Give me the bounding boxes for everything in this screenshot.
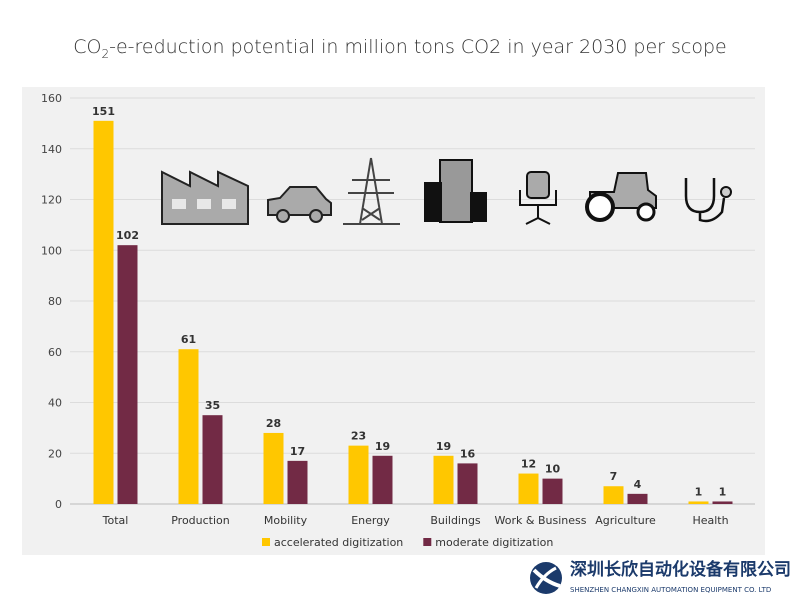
x-tick-label: Production: [171, 514, 230, 527]
y-tick-label: 100: [41, 244, 62, 257]
legend-swatch: [423, 538, 432, 546]
y-tick-label: 0: [55, 498, 62, 511]
chart-panel: [22, 87, 765, 555]
bar-accelerated: [93, 120, 114, 505]
data-label: 23: [351, 430, 366, 443]
data-label: 10: [545, 463, 561, 476]
data-label: 17: [290, 445, 305, 458]
data-label: 7: [610, 470, 618, 483]
watermark-cn: 深圳长欣自动化设备有限公司: [570, 560, 791, 580]
data-label: 4: [634, 478, 642, 491]
data-label: 28: [266, 417, 281, 430]
tractor-icon: [585, 172, 657, 222]
x-tick-label: Agriculture: [595, 514, 656, 527]
bar-accelerated: [178, 349, 199, 504]
x-tick-label: Mobility: [264, 514, 308, 527]
bar-accelerated: [518, 473, 539, 504]
car-icon: [267, 186, 332, 223]
data-label: 19: [375, 440, 390, 453]
data-label: 151: [92, 105, 115, 118]
data-label: 1: [719, 485, 727, 498]
x-tick-label: Total: [102, 514, 129, 527]
x-tick-label: Work & Business: [495, 514, 587, 527]
title-rest: -e-reduction potential in million tons C…: [109, 36, 727, 58]
data-label: 35: [205, 399, 220, 412]
y-tick-label: 40: [48, 397, 62, 410]
data-label: 1: [695, 485, 703, 498]
factory-icon: [161, 170, 249, 225]
y-tick-label: 160: [41, 92, 62, 105]
legend-label: accelerated digitization: [274, 536, 403, 549]
office-chair-icon: [519, 171, 557, 225]
company-logo-icon: [530, 562, 562, 594]
y-tick-label: 120: [41, 194, 62, 207]
title-sub: 2: [101, 46, 110, 61]
bar-accelerated: [433, 455, 454, 504]
legend-label: moderate digitization: [435, 536, 553, 549]
data-label: 61: [181, 333, 196, 346]
watermark: 深圳长欣自动化设备有限公司 SHENZHEN CHANGXIN AUTOMATI…: [528, 560, 798, 600]
stethoscope-icon: [684, 178, 732, 223]
y-tick-label: 60: [48, 346, 62, 359]
x-tick-label: Energy: [351, 514, 390, 527]
x-tick-label: Buildings: [430, 514, 481, 527]
title-main: CO: [73, 36, 102, 58]
watermark-en: SHENZHEN CHANGXIN AUTOMATION EQUIPMENT C…: [570, 586, 772, 594]
power-pylon-icon: [343, 157, 400, 225]
bar-moderate: [542, 478, 563, 504]
bar-moderate: [117, 245, 138, 505]
bar-accelerated: [603, 486, 624, 504]
legend-swatch: [262, 538, 270, 546]
data-label: 102: [116, 229, 139, 242]
buildings-icon: [424, 159, 487, 223]
bar-moderate: [627, 493, 648, 504]
y-tick-label: 20: [48, 447, 62, 460]
bar-moderate: [712, 501, 733, 504]
x-tick-label: Health: [692, 514, 728, 527]
data-label: 16: [460, 447, 476, 460]
bar-accelerated: [348, 445, 369, 504]
bar-moderate: [287, 460, 308, 504]
bar-moderate: [457, 463, 478, 504]
bar-accelerated: [263, 432, 284, 504]
data-label: 12: [521, 458, 536, 471]
bar-moderate: [372, 455, 393, 504]
chart-title: CO2-e-reduction potential in million ton…: [0, 36, 800, 61]
y-tick-label: 80: [48, 295, 62, 308]
bar-moderate: [202, 415, 223, 504]
data-label: 19: [436, 440, 451, 453]
bar-accelerated: [688, 501, 709, 504]
y-tick-label: 140: [41, 143, 62, 156]
